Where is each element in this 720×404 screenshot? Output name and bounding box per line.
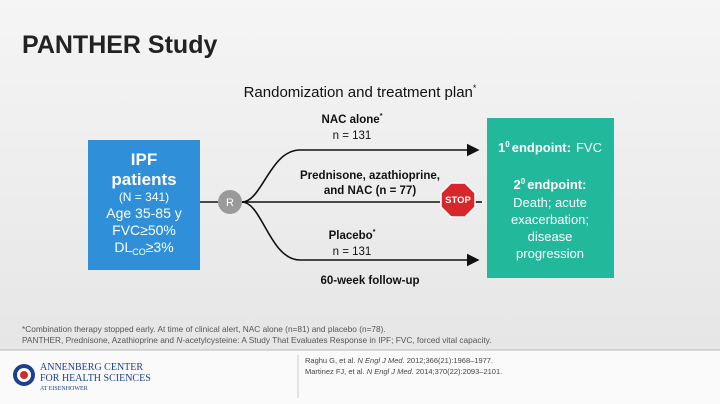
randomization-label: R [226, 197, 234, 209]
subtitle: Randomization and treatment plan* [244, 83, 477, 101]
follow-up: 60-week follow-up [320, 275, 419, 287]
footnote: *Combination therapy stopped early. At t… [22, 324, 386, 334]
box-line: IPF [131, 150, 157, 169]
arm-n: n = 131 [333, 130, 372, 142]
arm-name: Placebo* [329, 229, 376, 242]
logo: ANNENBERG CENTER FOR HEALTH SCIENCES AT … [13, 362, 151, 392]
primary-endpoint: 10 endpoint: FVC [498, 140, 602, 155]
box-line: Age 35-85 y [106, 205, 182, 221]
logo-text: ANNENBERG CENTER [40, 362, 143, 373]
arm-n: and NAC (n = 77) [324, 185, 417, 197]
title: PANTHER Study [22, 31, 217, 59]
secondary-endpoint: 20 endpoint: [514, 177, 587, 192]
stop-label: STOP [445, 195, 471, 206]
endpoint-line: disease [528, 229, 573, 244]
reference: Raghu G, et al. N Engl J Med. 2012;366(2… [305, 356, 493, 365]
box-line: patients [111, 170, 176, 189]
logo-text: FOR HEALTH SCIENCES [40, 373, 151, 384]
footnote: PANTHER, Prednisone, Azathioprine and N-… [22, 335, 491, 345]
patients-text: IPF patients (N = 341) Age 35-85 y FVC≥5… [106, 150, 182, 257]
footer-band [0, 350, 720, 404]
patients-box [88, 140, 200, 270]
arm-n: n = 131 [333, 246, 372, 258]
reference: Martinez FJ, et al. N Engl J Med. 2014;3… [305, 367, 502, 376]
arm-name: Prednisone, azathioprine, [300, 170, 440, 182]
endpoint-line: Death; acute [513, 195, 587, 210]
connectors [200, 143, 482, 267]
box-line: FVC≥50% [112, 222, 176, 238]
endpoint-line: progression [516, 246, 584, 261]
endpoint-box [487, 118, 614, 278]
box-line: DLCO≥3% [114, 239, 173, 257]
endpoint-line: exacerbation; [511, 212, 589, 227]
logo-text: AT EISENHOWER [40, 386, 88, 392]
stop-sign [440, 182, 476, 218]
randomization-node [218, 190, 242, 214]
arm-name: NAC alone* [322, 113, 383, 126]
box-line: (N = 341) [119, 190, 169, 204]
